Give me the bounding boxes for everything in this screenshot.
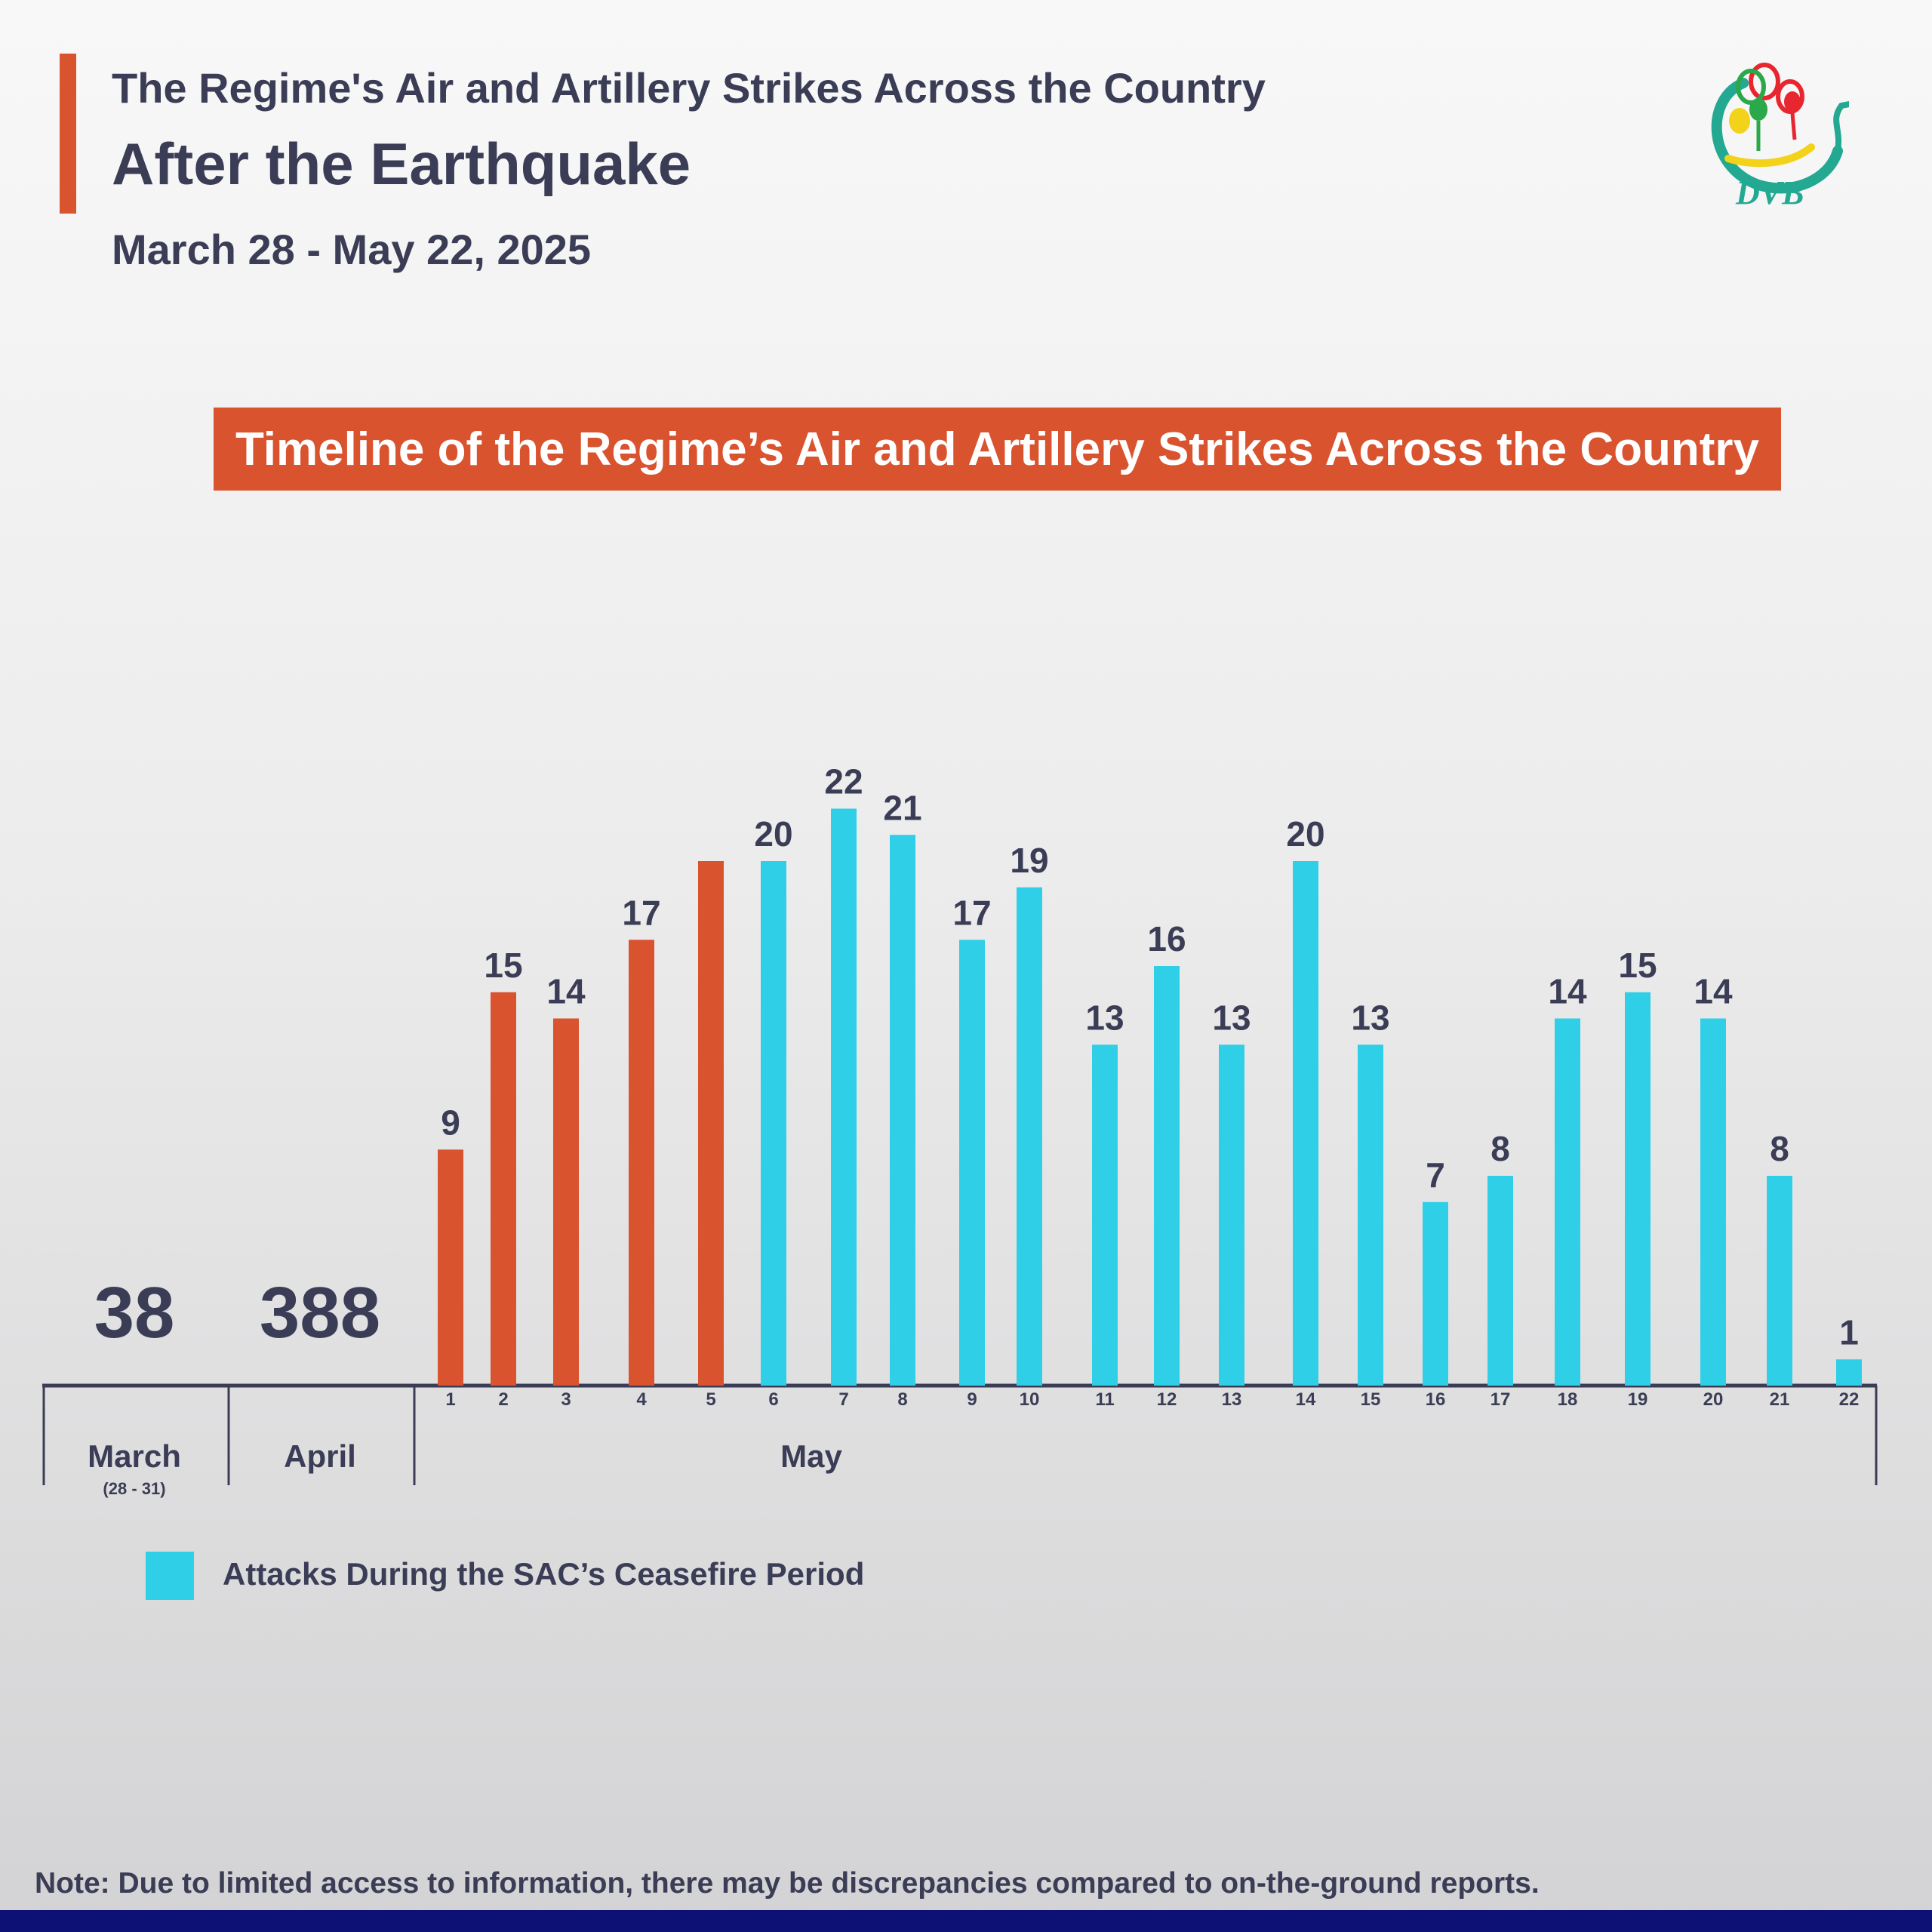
date-range: March 28 - May 22, 2025	[112, 226, 592, 273]
bar	[698, 861, 724, 1386]
data-label: 20	[1286, 814, 1324, 854]
bar	[1836, 1359, 1862, 1386]
chart-title-banner: Timeline of the Regime’s Air and Artille…	[214, 408, 1781, 491]
bar	[629, 940, 654, 1386]
month-total-value: 388	[260, 1272, 380, 1353]
bar	[1358, 1044, 1383, 1386]
x-tick-label: 12	[1157, 1389, 1177, 1410]
data-label: 1	[1839, 1312, 1859, 1352]
bar	[553, 1018, 579, 1386]
x-tick-label: 4	[636, 1389, 647, 1410]
legend-label: Attacks During the SAC’s Ceasefire Perio…	[223, 1556, 865, 1592]
footer-bar	[0, 1910, 1932, 1932]
data-label: 14	[1548, 972, 1587, 1011]
bar	[831, 808, 857, 1386]
data-label: 8	[1491, 1129, 1510, 1168]
data-label: 9	[441, 1103, 460, 1142]
x-tick-label: 7	[838, 1389, 848, 1410]
bar	[1700, 1018, 1726, 1386]
x-tick-label: 21	[1770, 1389, 1790, 1410]
bar	[959, 940, 985, 1386]
x-tick-label: 8	[897, 1389, 907, 1410]
month-layer: 38 March (28 - 31) 388 April May	[88, 1272, 842, 1498]
data-label: 16	[1147, 919, 1186, 958]
x-tick-label: 3	[561, 1389, 571, 1410]
bar	[1423, 1201, 1448, 1386]
accent-bar	[60, 54, 76, 214]
bar	[761, 861, 786, 1386]
x-tick-label: 5	[706, 1389, 715, 1410]
data-label: 15	[1618, 946, 1657, 985]
data-label: 14	[546, 972, 586, 1011]
data-label: 14	[1694, 972, 1733, 1011]
bar	[1293, 861, 1318, 1386]
data-label: 13	[1212, 998, 1251, 1037]
bar	[1017, 887, 1042, 1386]
data-label: 7	[1426, 1155, 1445, 1195]
month-sublabel: (28 - 31)	[103, 1479, 165, 1498]
x-tick-label: 2	[498, 1389, 508, 1410]
x-tick-label: 20	[1703, 1389, 1724, 1410]
x-tick-label: 11	[1095, 1389, 1114, 1410]
month-label-may: May	[780, 1438, 842, 1474]
data-label: 19	[1010, 841, 1048, 880]
data-label: 8	[1770, 1129, 1789, 1168]
bar	[491, 992, 516, 1386]
x-tick-label: 19	[1628, 1389, 1648, 1410]
page-title: The Regime's Air and Artillery Strikes A…	[112, 64, 1266, 112]
bar	[1154, 966, 1180, 1386]
x-tick-label: 16	[1426, 1389, 1446, 1410]
page-subtitle: After the Earthquake	[112, 131, 691, 197]
x-tick-label: 17	[1491, 1389, 1511, 1410]
x-tick-label: 15	[1361, 1389, 1381, 1410]
data-label: 17	[952, 893, 991, 932]
bar	[1555, 1018, 1580, 1386]
bar	[1487, 1176, 1513, 1386]
bar	[1625, 992, 1651, 1386]
x-tick-label: 9	[967, 1389, 977, 1410]
bar	[1219, 1044, 1244, 1386]
footnote: Note: Due to limited access to informati…	[35, 1867, 1540, 1900]
bar	[438, 1149, 463, 1386]
data-label: 15	[484, 946, 522, 985]
x-tick-label: 1	[445, 1389, 455, 1410]
data-label: 21	[883, 788, 921, 827]
x-tick-label: 22	[1839, 1389, 1860, 1410]
bar	[1092, 1044, 1118, 1386]
bar	[1767, 1176, 1792, 1386]
data-label: 13	[1085, 998, 1124, 1037]
month-label: March	[88, 1438, 181, 1474]
dvb-logo-icon	[1711, 63, 1849, 194]
month-total-value: 38	[94, 1272, 175, 1353]
x-tick-label: 10	[1020, 1389, 1040, 1410]
data-label: 22	[824, 762, 863, 801]
data-label: 17	[622, 893, 660, 932]
x-tick-label: 14	[1296, 1389, 1316, 1410]
x-tick-label: 13	[1222, 1389, 1242, 1410]
bar	[890, 835, 915, 1386]
logo-text: DVB	[1736, 174, 1804, 211]
data-label: 13	[1351, 998, 1389, 1037]
x-tick-label: 6	[768, 1389, 778, 1410]
month-label: April	[284, 1438, 356, 1474]
x-tick-label: 18	[1558, 1389, 1578, 1410]
legend-swatch	[146, 1552, 194, 1600]
data-label: 20	[754, 814, 792, 854]
